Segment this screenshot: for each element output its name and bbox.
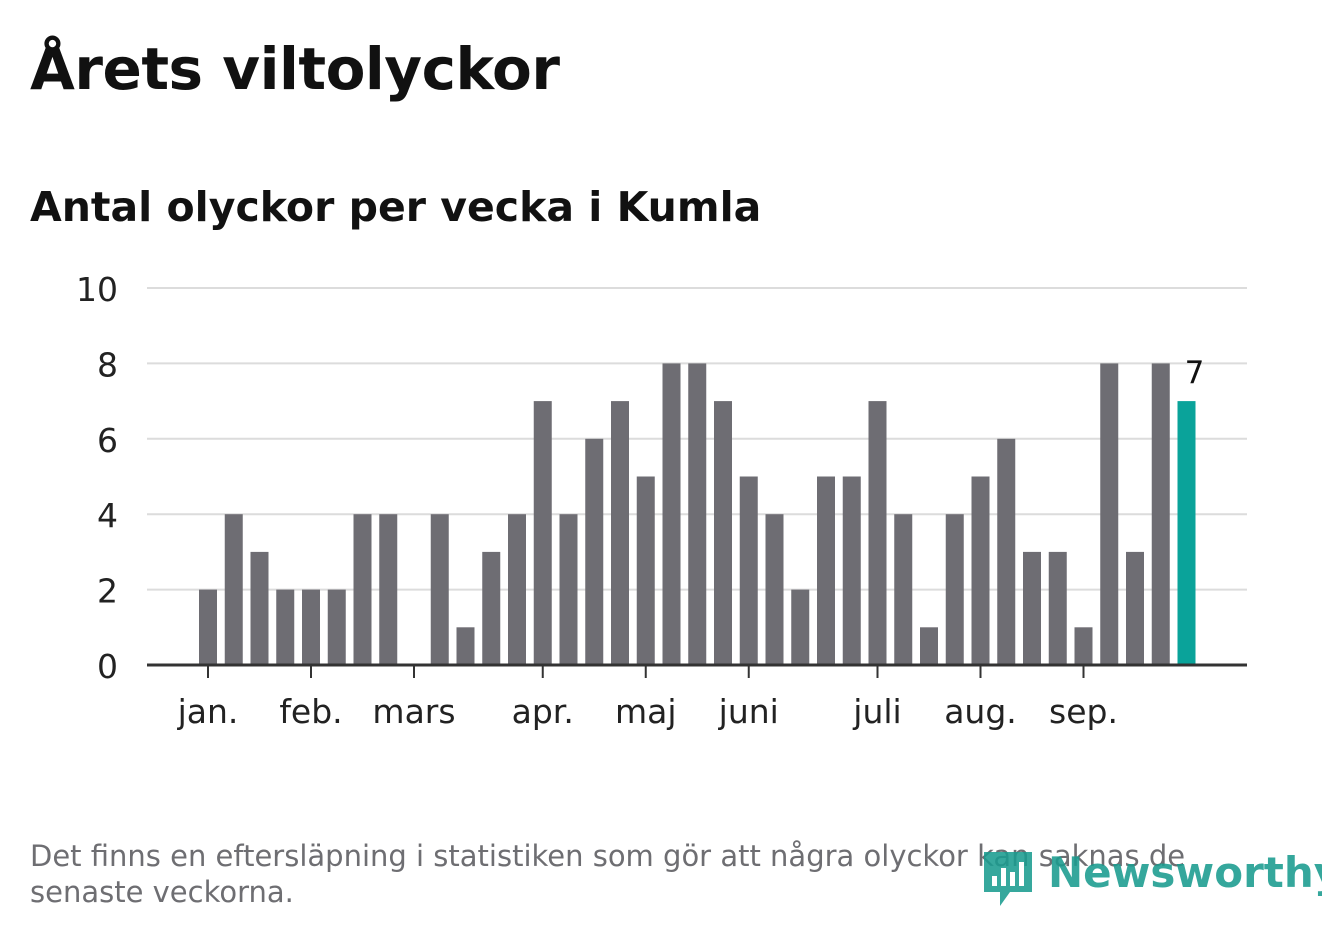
bar: [868, 401, 887, 665]
x-tick-label: feb.: [279, 692, 342, 731]
chart-subtitle: Antal olyckor per vecka i Kumla: [30, 183, 762, 231]
bar: [920, 627, 938, 665]
bar: [327, 589, 346, 665]
x-tick-label: mars: [372, 692, 455, 731]
bar: [276, 589, 295, 665]
bar: [250, 551, 269, 665]
x-tick-label: maj: [615, 692, 677, 731]
x-tick-label: aug.: [944, 692, 1017, 731]
bar: [971, 476, 990, 665]
y-tick-label: 0: [97, 647, 118, 686]
bar: [739, 476, 758, 665]
y-axis-labels: 0 2 4 6 8 10: [76, 270, 118, 686]
x-tick-label: juli: [852, 692, 901, 731]
y-tick-label: 6: [97, 421, 118, 460]
x-tick-label: sep.: [1049, 692, 1118, 731]
y-tick-label: 10: [76, 270, 118, 309]
bar: [1100, 363, 1119, 665]
bar: [199, 589, 217, 665]
bar: [379, 514, 398, 665]
bar: [997, 438, 1016, 665]
bar: [894, 514, 913, 665]
newsworthy-chart-bubble-icon: [984, 852, 1032, 906]
bar: [1048, 551, 1067, 665]
bar-chart: 0 2 4 6 8 10 7 jan. feb. mars apr. maj juni juli aug…: [76, 270, 1247, 731]
y-tick-label: 8: [97, 345, 118, 384]
bar: [842, 476, 861, 665]
bar: [714, 401, 732, 665]
bar: [636, 476, 655, 665]
x-axis: jan. feb. mars apr. maj juni juli aug. sep.: [147, 663, 1247, 731]
x-tick-label: juni: [718, 692, 779, 731]
logo-text: Newsworthy: [1048, 848, 1322, 897]
bar: [482, 551, 501, 665]
bars: 7: [199, 355, 1204, 665]
bar: [224, 514, 243, 665]
bar: [508, 514, 526, 665]
bar: [533, 401, 552, 665]
bar: [765, 514, 784, 665]
bar-highlight: [1177, 401, 1196, 665]
newsworthy-logo[interactable]: Newsworthy: [978, 846, 1322, 912]
bar: [430, 514, 449, 665]
x-tick-label: apr.: [512, 692, 574, 731]
bar: [585, 438, 604, 665]
bar: [1151, 363, 1170, 665]
highlight-value-label: 7: [1185, 355, 1205, 391]
bar: [353, 514, 372, 665]
bar: [945, 514, 964, 665]
bar: [302, 589, 320, 665]
bar: [1023, 551, 1041, 665]
bar: [662, 363, 681, 665]
bar: [688, 363, 707, 665]
bar: [456, 627, 475, 665]
y-tick-label: 4: [97, 496, 118, 535]
bar: [611, 401, 629, 665]
bar: [791, 589, 810, 665]
bar: [1126, 551, 1144, 665]
bar: [1074, 627, 1093, 665]
chart-title: Årets viltolyckor: [30, 35, 560, 103]
bar: [817, 476, 835, 665]
x-tick-label: jan.: [177, 692, 239, 731]
y-tick-label: 2: [97, 572, 118, 611]
bar: [559, 514, 578, 665]
